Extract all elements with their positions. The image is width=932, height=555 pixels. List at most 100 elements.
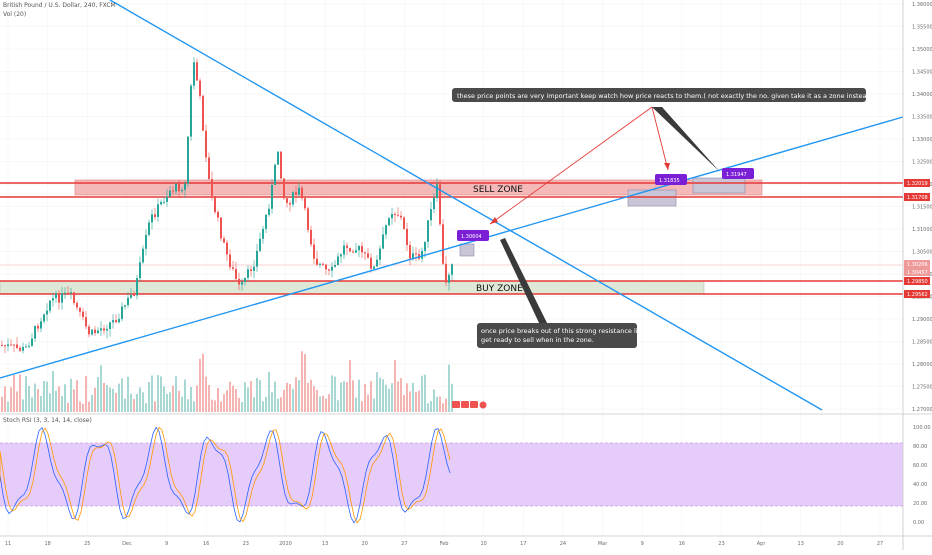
volume-bar bbox=[19, 374, 21, 412]
volume-bar bbox=[223, 394, 225, 412]
volume-bar bbox=[241, 401, 243, 412]
reaction-box-2[interactable] bbox=[627, 189, 677, 207]
candle-body bbox=[421, 250, 423, 259]
candle-body bbox=[277, 151, 279, 165]
price-tags: 1.32019 1.31708 1.30206 1.30457 1.29850 1.295… bbox=[904, 179, 930, 298]
volume-bar bbox=[250, 381, 252, 412]
volume-bar bbox=[403, 395, 405, 412]
note-bottom[interactable]: once price breaks out of this strong res… bbox=[477, 323, 646, 348]
candle-body bbox=[151, 214, 153, 223]
time-tick: 16 bbox=[203, 541, 209, 547]
candle-body bbox=[379, 248, 381, 260]
volume-bar bbox=[199, 358, 201, 412]
candle-body bbox=[82, 311, 84, 318]
volume-bar bbox=[58, 386, 60, 412]
candle-body bbox=[370, 257, 372, 269]
note-top[interactable]: these price points are very important ke… bbox=[452, 88, 875, 102]
stoch-rsi-legend[interactable]: Stoch RSI (3, 3, 14, 14, close) bbox=[3, 417, 92, 424]
price-tag bbox=[904, 268, 930, 276]
volume-bar bbox=[367, 394, 369, 412]
volume-bar bbox=[328, 394, 330, 412]
volume-bar bbox=[76, 380, 78, 412]
volume-bar bbox=[364, 383, 366, 412]
candle-body bbox=[268, 208, 270, 215]
time-tick: 13 bbox=[798, 541, 804, 547]
volume-bar bbox=[157, 375, 159, 412]
candle-body bbox=[394, 214, 396, 216]
candle-body bbox=[292, 192, 294, 205]
candle-body bbox=[295, 192, 297, 195]
price-tick: 1.31500 bbox=[912, 205, 932, 211]
candle-body bbox=[28, 345, 30, 347]
volume-bar bbox=[154, 401, 156, 412]
buy-zone-area[interactable] bbox=[0, 280, 705, 295]
candle-body bbox=[304, 198, 306, 209]
price-tick: 1.27000 bbox=[912, 407, 932, 413]
candle-body bbox=[10, 344, 12, 346]
volume-bar bbox=[406, 383, 408, 412]
price-tag-text: 1.29562 bbox=[907, 292, 928, 298]
time-axis[interactable]: 11 18 25 Dec 9 16 23 2020 13 20 27 Feb 10 17 24 Mar 9 16 2… bbox=[5, 541, 883, 547]
volume-bar bbox=[307, 382, 309, 412]
candle-body bbox=[76, 302, 78, 308]
candle-body bbox=[103, 328, 105, 331]
candle-body bbox=[259, 238, 261, 251]
volume-bar bbox=[175, 376, 177, 412]
candle-body bbox=[178, 183, 180, 192]
volume-bar bbox=[37, 389, 39, 412]
price-label-1[interactable]: 1.30604 bbox=[457, 230, 489, 241]
volume-bar bbox=[280, 397, 282, 412]
volume-bar bbox=[40, 396, 42, 412]
volume-bar bbox=[73, 389, 75, 412]
candle-body bbox=[316, 258, 318, 265]
note-top-text: these price points are very important ke… bbox=[457, 92, 875, 100]
symbol-title[interactable]: British Pound / U.S. Dollar, 240, FXCM bbox=[3, 2, 116, 9]
price-axis[interactable]: 1.36000 1.35500 1.35000 1.34500 1.34000 1.335… bbox=[912, 2, 932, 413]
time-tick: 23 bbox=[718, 541, 724, 547]
event-markers[interactable] bbox=[452, 401, 487, 409]
rsi-tick: 60.00 bbox=[913, 463, 927, 469]
volume-bar bbox=[205, 376, 207, 412]
volume-bar bbox=[232, 385, 234, 412]
time-tick: 13 bbox=[322, 541, 328, 547]
descending-trendline[interactable] bbox=[109, 0, 823, 411]
price-label-2-text: 1.31835 bbox=[659, 178, 680, 184]
volume-bar bbox=[229, 381, 231, 412]
volume-bar bbox=[298, 380, 300, 412]
candle-body bbox=[271, 184, 273, 209]
volume-bar bbox=[4, 386, 6, 412]
price-label-3[interactable]: 1.31947 bbox=[722, 168, 754, 179]
price-tag bbox=[904, 260, 930, 268]
candle-body bbox=[208, 157, 210, 180]
candle-body bbox=[13, 344, 15, 346]
candle-body bbox=[283, 178, 285, 199]
note-bottom-line1: once price breaks out of this strong res… bbox=[481, 327, 646, 335]
volume-bar bbox=[301, 351, 303, 412]
candle-body bbox=[250, 269, 252, 271]
volume-bar bbox=[244, 382, 246, 412]
volume-legend[interactable]: Vol (20) bbox=[3, 11, 27, 18]
candle-body bbox=[94, 329, 96, 334]
candle-body bbox=[361, 246, 363, 253]
candle-body bbox=[325, 264, 327, 270]
reaction-box-3[interactable] bbox=[692, 177, 746, 194]
volume-bar bbox=[433, 389, 435, 412]
volume-bar bbox=[331, 375, 333, 412]
time-tick: Feb bbox=[440, 541, 449, 547]
rsi-axis[interactable]: 100.00 80.00 60.00 40.00 20.00 0.00 bbox=[913, 425, 931, 526]
candle-body bbox=[451, 264, 453, 275]
candle-body bbox=[139, 262, 141, 279]
candle-body bbox=[112, 320, 114, 323]
candle-body bbox=[37, 325, 39, 329]
candle-body bbox=[430, 209, 432, 221]
reaction-box-1[interactable] bbox=[459, 243, 475, 257]
candle-body bbox=[4, 345, 6, 347]
rsi-band bbox=[0, 443, 903, 506]
volume-bar bbox=[376, 372, 378, 412]
candle-body bbox=[442, 224, 444, 264]
price-label-2[interactable]: 1.31835 bbox=[655, 174, 687, 185]
stoch-k-line bbox=[0, 426, 451, 524]
ascending-trendline[interactable] bbox=[0, 116, 904, 379]
